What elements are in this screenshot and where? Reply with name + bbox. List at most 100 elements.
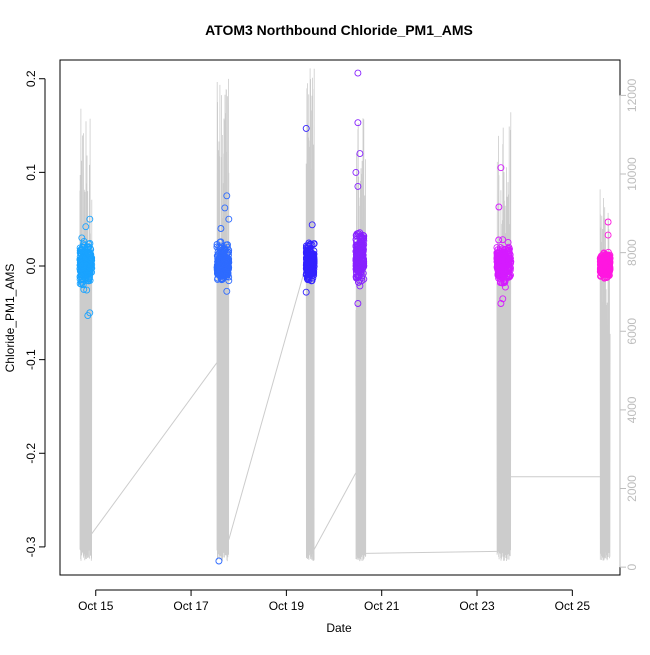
x-tick-label: Oct 25 [555,599,591,613]
left-y-tick-label: 0.2 [24,70,38,87]
data-point [355,257,362,265]
altitude-flight-segment-6 [599,189,611,561]
series-3-points [302,124,318,296]
right-y-tick-label: 6000 [625,318,639,345]
data-point [306,261,314,269]
altitude-flight-segment-5 [496,112,512,562]
data-point [87,246,95,253]
data-point [505,246,513,254]
left-y-tick-label: -0.1 [24,349,38,370]
data-point [213,243,221,251]
data-point [597,255,605,263]
altitude-layer [79,68,611,562]
data-point [599,259,607,267]
data-point [494,258,501,266]
data-point [496,268,504,276]
outlier-point [221,204,229,212]
points-layer [76,69,614,565]
data-point [597,258,605,266]
series-1-points [76,215,96,320]
data-point [217,244,225,252]
data-point [501,277,509,284]
altitude-flight-segment-2 [216,78,230,562]
data-point [88,256,96,264]
data-point [606,258,614,266]
data-point [505,249,513,257]
data-point [80,237,88,245]
series-4-points [352,69,368,307]
outlier-point [497,300,505,307]
data-point [358,245,366,252]
data-point [598,251,606,259]
outlier-point [356,150,364,158]
data-point [604,270,612,277]
data-point [504,238,512,246]
left-y-tick-label: 0.0 [24,257,38,274]
outlier-point [352,168,360,176]
data-point [499,236,507,244]
data-point [309,251,317,259]
data-point [495,236,503,244]
data-point [353,266,361,274]
data-point [218,275,226,283]
data-point [502,254,510,262]
data-point [503,259,511,267]
x-tick-label: Oct 19 [269,599,305,613]
data-point [310,271,318,279]
altitude-flight-segment-1 [79,108,93,561]
data-point [86,255,94,263]
right-y-tick-label: 8000 [625,239,639,266]
left-y-tick-label: -0.2 [24,443,38,464]
outlier-point [215,557,223,565]
data-point [358,274,366,282]
data-point [501,265,509,273]
altitude-transit-line-1 [91,362,218,535]
outlier-point [225,215,233,223]
data-point [500,268,508,276]
outlier-point [86,215,94,223]
data-point [355,247,363,254]
plot-frame [59,59,621,576]
data-point [215,271,223,279]
data-point [223,270,231,278]
data-point [501,283,509,291]
x-tick-label: Oct 15 [78,599,114,613]
outlier-point [354,119,362,127]
outlier-point [604,218,612,226]
altitude-transit-line-4 [365,550,497,554]
series-5-points [493,164,515,307]
data-point [359,256,367,264]
x-tick-label: Oct 23 [459,599,495,613]
axes-layer: Oct 15 Oct 17 Oct 19 Oct 21 Oct 23 Oct 25 -0.3… [24,70,639,613]
data-point [88,261,96,269]
series-6-points [596,218,614,282]
left-y-tick-label: 0.1 [24,164,38,181]
data-point [304,247,312,255]
right-y-tick-label: 2000 [625,475,639,502]
data-point [77,250,85,258]
data-point [76,280,84,288]
outlier-point [308,221,316,229]
series-2-points [213,192,233,565]
outlier-point [495,203,503,211]
outlier-point [82,223,90,231]
outlier-point [223,287,231,295]
altitude-transit-line-3 [313,472,357,550]
altitude-flight-segment-4 [355,118,367,562]
data-point [308,270,316,278]
x-tick-label: Oct 21 [364,599,400,613]
data-point [354,229,362,237]
outlier-point [600,273,608,281]
outlier-point [354,300,362,307]
data-point [606,251,614,259]
right-y-tick-label: 12000 [625,78,639,112]
data-point [221,260,228,267]
data-point [355,268,363,276]
data-point [495,256,503,264]
right-y-tick-label: 10000 [625,157,639,191]
data-point [82,254,90,262]
data-point [221,246,229,254]
data-point [85,275,93,283]
data-point [78,246,86,254]
